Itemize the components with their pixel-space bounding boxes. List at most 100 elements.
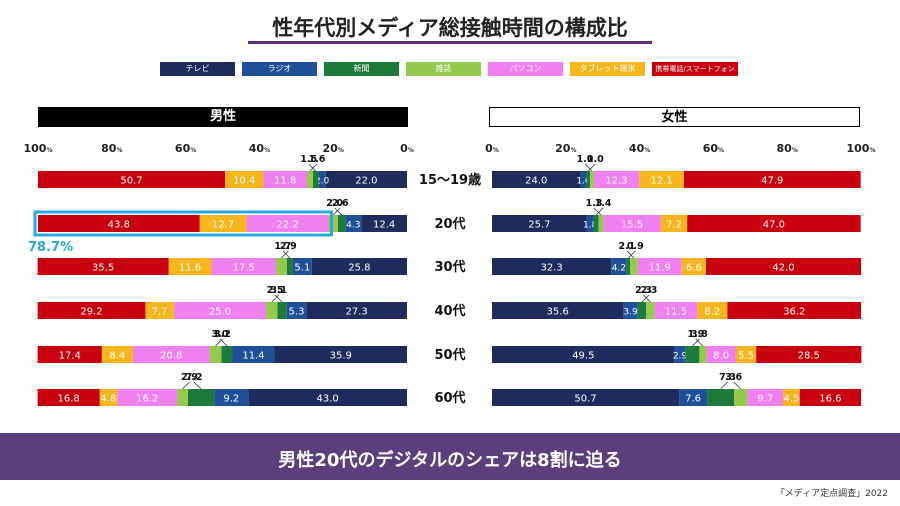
female-bar-newspaper xyxy=(707,389,735,406)
female-leader-line xyxy=(628,250,636,259)
male-leader-line xyxy=(271,294,280,303)
male-leader-line xyxy=(274,294,283,303)
category-label: 15～19歳 xyxy=(419,172,481,188)
male-data-label: 3.0 xyxy=(212,329,229,340)
female-bar-magazine xyxy=(646,302,655,319)
male-data-label: 1.7 xyxy=(274,241,291,252)
male-bar-magazine xyxy=(266,302,278,319)
male-bar-newspaper xyxy=(286,258,293,275)
female-leader-line xyxy=(593,207,602,216)
male-axis-tick: 100% xyxy=(24,142,53,155)
male-data-label: 17.4 xyxy=(59,351,81,362)
female-data-label: 3.6 xyxy=(725,372,742,383)
female-bar-mobile xyxy=(687,215,861,232)
male-bar-tablet xyxy=(168,258,212,275)
male-bar-magazine xyxy=(328,215,338,232)
female-bar-radio xyxy=(679,389,708,406)
male-leader-line xyxy=(182,381,190,390)
title-underline xyxy=(248,41,652,44)
female-bar-mobile xyxy=(706,258,861,275)
female-data-label: 0.9 xyxy=(627,241,644,252)
female-leader-line xyxy=(692,338,700,347)
female-bar-magazine xyxy=(699,346,707,363)
male-axis-tick: 0% xyxy=(400,142,414,155)
male-data-label: 27.3 xyxy=(345,307,367,318)
male-bar-radio xyxy=(214,389,249,406)
female-bar-mobile xyxy=(683,171,861,188)
male-data-label: 17.5 xyxy=(233,263,255,274)
legend: テレビ ラジオ 新聞 雑誌 パソコン タブレット端末 携帯電話/スマートフォン xyxy=(160,62,740,76)
female-data-label: 3.8 xyxy=(691,329,708,340)
female-data-label: 11.5 xyxy=(665,307,687,318)
female-leader-line xyxy=(695,338,704,347)
female-bar-radio xyxy=(586,215,594,232)
female-data-label: 1.0 xyxy=(587,154,604,165)
female-bar-tv xyxy=(492,389,680,406)
female-bar-tv xyxy=(492,215,587,232)
female-data-label: 1.0 xyxy=(577,154,594,165)
legend-item-pc: パソコン xyxy=(488,62,563,76)
male-bar-magazine xyxy=(276,258,287,275)
category-label: 20代 xyxy=(434,216,465,232)
female-data-label: 35.6 xyxy=(547,307,569,318)
female-bar-magazine xyxy=(598,215,604,232)
male-data-label: 25.0 xyxy=(209,307,231,318)
female-data-label: 42.0 xyxy=(772,263,794,274)
source-note: 「メディア定点調査」2022 xyxy=(775,489,888,499)
male-bar-radio xyxy=(292,258,312,275)
male-bar-tv xyxy=(325,171,407,188)
female-data-label: 47.0 xyxy=(763,220,785,231)
female-bar-tv xyxy=(492,171,581,188)
male-leader-line xyxy=(309,163,318,172)
male-bar-tv xyxy=(361,215,407,232)
male-axis-tick: 60% xyxy=(175,142,196,155)
female-data-label: 32.3 xyxy=(540,263,562,274)
male-data-label: 11.4 xyxy=(242,351,264,362)
female-bar-pc xyxy=(747,389,784,406)
male-leader-line xyxy=(334,207,342,216)
female-leader-line xyxy=(641,294,650,303)
male-bar-mobile xyxy=(37,389,100,406)
male-data-label: 22.0 xyxy=(355,176,377,187)
female-data-label: 2.9 xyxy=(673,352,688,362)
female-leader-line xyxy=(720,381,728,390)
male-bar-tablet xyxy=(199,215,247,232)
male-bar-mobile xyxy=(37,302,146,319)
female-bar-mobile xyxy=(799,389,861,406)
female-bar-newspaper xyxy=(586,171,591,188)
female-data-label: 5.5 xyxy=(738,351,754,362)
male-data-label: 3.2 xyxy=(214,329,231,340)
female-data-label: 8.2 xyxy=(704,307,720,318)
male-data-label: 35.5 xyxy=(92,263,114,274)
female-bar-radio xyxy=(580,171,587,188)
female-bar-tablet xyxy=(639,171,684,188)
female-axis-tick: 40% xyxy=(629,142,650,155)
male-leader-line xyxy=(332,207,341,216)
female-bar-newspaper xyxy=(626,258,631,275)
male-data-label: 5.3 xyxy=(289,307,305,318)
male-bar-mobile xyxy=(38,171,226,188)
category-label: 60代 xyxy=(434,390,465,406)
female-bar-radio xyxy=(674,346,686,363)
male-bar-pc xyxy=(173,302,267,319)
male-data-label: 16.2 xyxy=(136,394,158,405)
female-data-label: 36.2 xyxy=(783,307,805,318)
male-bar-tv xyxy=(311,258,407,275)
male-leader-line xyxy=(281,250,289,259)
male-data-label: 50.7 xyxy=(120,176,142,187)
male-data-label: 3.1 xyxy=(270,285,287,296)
male-data-label: 10.4 xyxy=(233,176,255,187)
male-data-label: 29.2 xyxy=(80,307,102,318)
legend-item-newspaper: 新聞 xyxy=(324,62,399,76)
male-axis-tick: 20% xyxy=(323,142,344,155)
legend-item-tablet: タブレット端末 xyxy=(570,62,645,76)
male-bar-tv xyxy=(306,302,407,319)
female-bar-tablet xyxy=(783,389,800,406)
female-bar-magazine xyxy=(630,258,638,275)
female-data-label: 1.8 xyxy=(583,221,598,231)
male-leader-line xyxy=(308,163,316,172)
male-bar-magazine xyxy=(307,171,313,188)
category-label: 30代 xyxy=(434,259,465,275)
female-bar-pc xyxy=(637,258,682,275)
male-bar-radio xyxy=(286,302,307,319)
